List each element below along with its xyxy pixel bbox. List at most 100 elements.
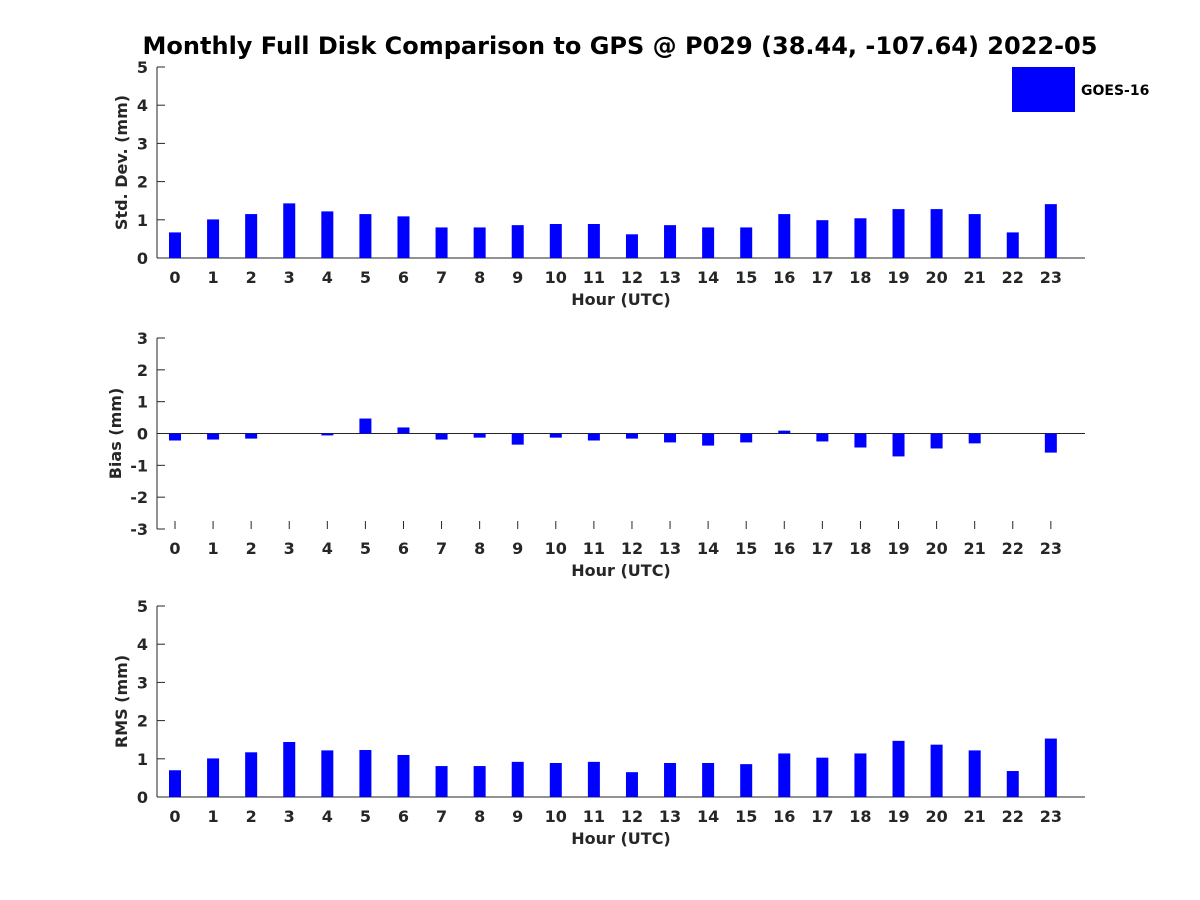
x-tick-label: 21 [964,539,986,558]
x-tick-label: 8 [474,807,485,826]
y-axis-label: RMS (mm) [112,655,131,748]
x-tick-label: 13 [659,539,681,558]
x-tick-label: 21 [964,268,986,287]
y-tick-label: 1 [137,393,148,412]
x-tick-label: 21 [964,807,986,826]
bar-hour-6 [397,754,410,797]
legend: GOES-16 [1012,67,1149,112]
bar-hour-1 [207,433,220,440]
bar-hour-9 [511,761,524,797]
x-axis-label: Hour (UTC) [571,290,671,309]
y-tick-label: 5 [137,597,148,616]
x-tick-label: 5 [360,268,371,287]
x-tick-label: 3 [284,268,295,287]
bar-hour-0 [169,232,181,258]
legend-swatch-goes-16 [1012,67,1075,112]
x-axis-label: Hour (UTC) [571,829,671,848]
x-tick-label: 17 [811,268,833,287]
y-tick-label: -2 [130,488,148,507]
x-tick-label: 18 [849,539,871,558]
x-tick-label: 13 [659,268,681,287]
x-tick-label: 12 [621,268,643,287]
bar-hour-21 [968,750,981,797]
x-tick-label: 15 [735,268,757,287]
bar-hour-10 [549,763,562,797]
bar-hour-16 [778,753,791,797]
x-tick-label: 23 [1040,539,1062,558]
bar-hour-20 [930,209,943,258]
x-tick-label: 0 [169,807,180,826]
x-tick-label: 17 [811,539,833,558]
bar-hour-17 [816,433,829,442]
x-tick-label: 20 [925,807,947,826]
bar-hour-23 [1044,204,1057,258]
bar-hour-22 [1006,232,1019,258]
bar-hour-17 [816,220,829,258]
bar-hour-2 [245,752,258,797]
bar-hour-21 [968,433,981,444]
bar-hour-19 [892,740,905,797]
x-tick-label: 16 [773,807,795,826]
x-tick-label: 10 [545,807,567,826]
bar-hour-5 [359,418,372,434]
x-tick-label: 4 [322,807,333,826]
x-tick-label: 11 [583,807,605,826]
bar-hour-5 [359,750,372,797]
x-tick-label: 14 [697,268,719,287]
y-tick-label: -1 [130,456,148,475]
chart-title: Monthly Full Disk Comparison to GPS @ P0… [143,32,1098,60]
x-tick-label: 23 [1040,807,1062,826]
bar-hour-13 [664,763,677,797]
x-tick-label: 10 [545,268,567,287]
x-tick-label: 22 [1002,539,1024,558]
bar-hour-19 [892,433,905,457]
x-tick-label: 14 [697,807,719,826]
bar-hour-4 [321,750,334,797]
x-tick-label: 17 [811,807,833,826]
y-tick-label: 3 [137,134,148,153]
bar-hour-12 [625,772,638,797]
x-tick-label: 16 [773,268,795,287]
x-tick-label: 23 [1040,268,1062,287]
x-tick-label: 11 [583,539,605,558]
x-tick-label: 6 [398,807,409,826]
y-tick-label: 5 [137,58,148,77]
y-tick-label: 1 [137,750,148,769]
bar-hour-20 [930,744,943,797]
bar-hour-11 [587,224,600,258]
x-tick-label: 1 [208,807,219,826]
bar-hour-12 [625,433,638,439]
x-tick-label: 22 [1002,268,1024,287]
x-tick-label: 18 [849,807,871,826]
bar-hour-5 [359,214,372,258]
bar-hour-6 [397,427,410,434]
x-tick-label: 12 [621,807,643,826]
y-tick-label: 3 [137,673,148,692]
x-tick-label: 19 [887,539,909,558]
x-tick-label: 19 [887,268,909,287]
x-tick-label: 13 [659,807,681,826]
bar-hour-14 [702,433,715,446]
x-tick-label: 3 [284,807,295,826]
bar-hour-18 [854,433,867,448]
bar-hour-0 [169,433,181,441]
bar-hour-15 [740,764,753,797]
bar-hour-12 [625,234,638,258]
x-tick-label: 18 [849,268,871,287]
bar-hour-1 [207,758,220,797]
y-axis-label: Std. Dev. (mm) [112,95,131,230]
x-tick-label: 14 [697,539,719,558]
bar-hour-13 [664,433,677,443]
y-tick-label: 0 [137,425,148,444]
x-tick-label: 19 [887,807,909,826]
bar-hour-23 [1044,738,1057,797]
y-tick-label: 3 [137,329,148,348]
bar-hour-22 [1006,771,1019,797]
x-tick-label: 20 [925,268,947,287]
x-tick-label: 1 [208,268,219,287]
bar-hour-3 [283,741,296,797]
y-tick-label: -3 [130,520,148,539]
